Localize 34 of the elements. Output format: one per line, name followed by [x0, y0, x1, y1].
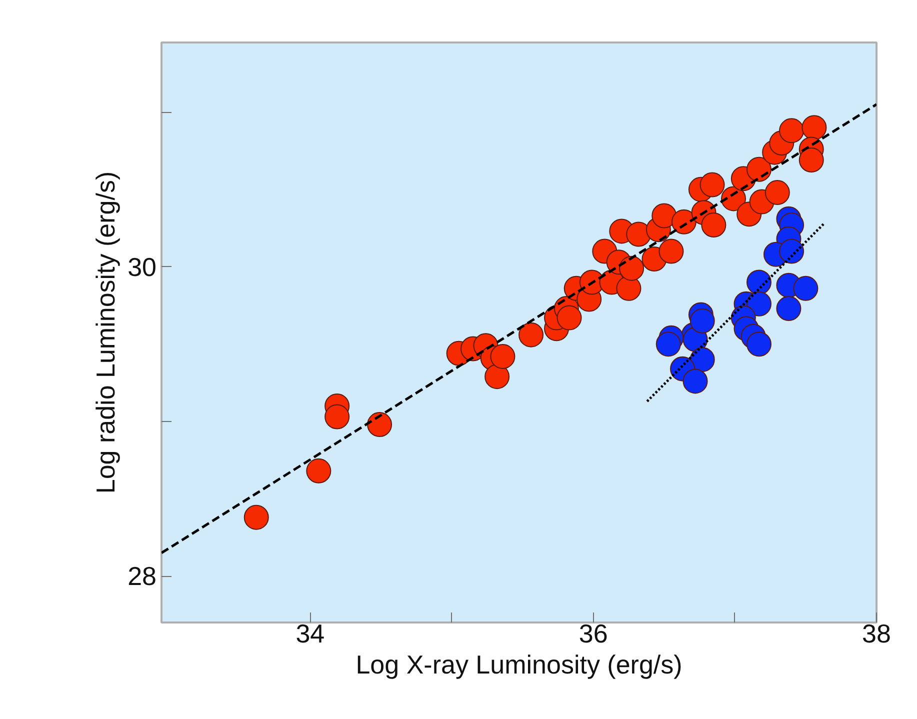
point	[798, 148, 824, 173]
point	[490, 344, 516, 369]
point	[690, 308, 715, 334]
x-tick-label: 38	[862, 618, 891, 648]
point	[793, 276, 818, 301]
x-tick-label: 36	[578, 618, 608, 648]
point	[652, 203, 677, 228]
point	[616, 276, 642, 301]
point	[367, 412, 392, 438]
point	[701, 212, 726, 238]
point	[700, 172, 725, 198]
point	[556, 305, 582, 330]
y-tick-label: 30	[128, 252, 156, 282]
point	[619, 256, 644, 281]
point	[518, 322, 544, 348]
point	[779, 118, 804, 144]
point	[484, 364, 510, 390]
y-axis-title: Log radio Luminosity (erg/s)	[90, 171, 121, 494]
x-axis-title: Log X-ray Luminosity (erg/s)	[356, 650, 682, 680]
point	[779, 238, 804, 264]
point	[764, 180, 790, 206]
y-tick-label: 28	[128, 561, 156, 592]
point	[658, 238, 684, 264]
point	[746, 332, 772, 357]
point	[746, 156, 772, 182]
point	[626, 222, 652, 247]
point	[306, 458, 332, 484]
point	[324, 404, 350, 430]
point	[776, 296, 802, 322]
point	[244, 504, 269, 530]
x-tick-label: 34	[296, 618, 325, 648]
point	[682, 368, 708, 394]
point	[802, 115, 827, 140]
point	[656, 332, 681, 357]
